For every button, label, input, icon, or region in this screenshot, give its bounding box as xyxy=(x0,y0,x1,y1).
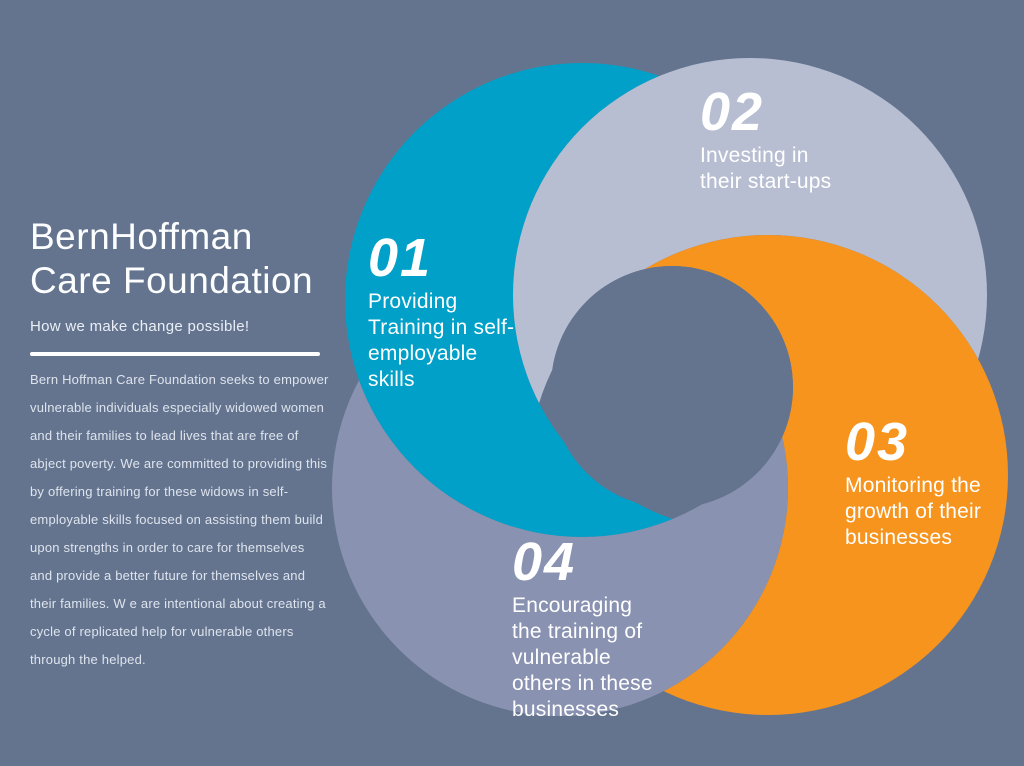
step-03: 03 Monitoring the growth of their busine… xyxy=(845,412,1005,551)
title-divider xyxy=(30,352,320,356)
step-04: 04 Encouraging the training of vulnerabl… xyxy=(512,532,682,723)
step-01-label: Providing Training in self- employable s… xyxy=(368,290,515,391)
step-01: 01 Providing Training in self- employabl… xyxy=(368,228,538,393)
step-01-number: 01 xyxy=(368,228,433,288)
step-04-label: Encouraging the training of vulnerable o… xyxy=(512,594,653,721)
step-02-label: Investing in their start-ups xyxy=(700,144,832,193)
step-02-number: 02 xyxy=(700,82,765,142)
step-03-label: Monitoring the growth of their businesse… xyxy=(845,474,982,549)
page-title: BernHoffman Care Foundation xyxy=(30,216,314,301)
page-description: Bern Hoffman Care Foundation seeks to em… xyxy=(30,372,329,667)
center-hole xyxy=(551,266,793,508)
page-subtitle: How we make change possible! xyxy=(30,318,250,335)
step-02: 02 Investing in their start-ups xyxy=(700,82,880,195)
step-03-number: 03 xyxy=(845,412,910,472)
step-04-number: 04 xyxy=(512,532,577,592)
